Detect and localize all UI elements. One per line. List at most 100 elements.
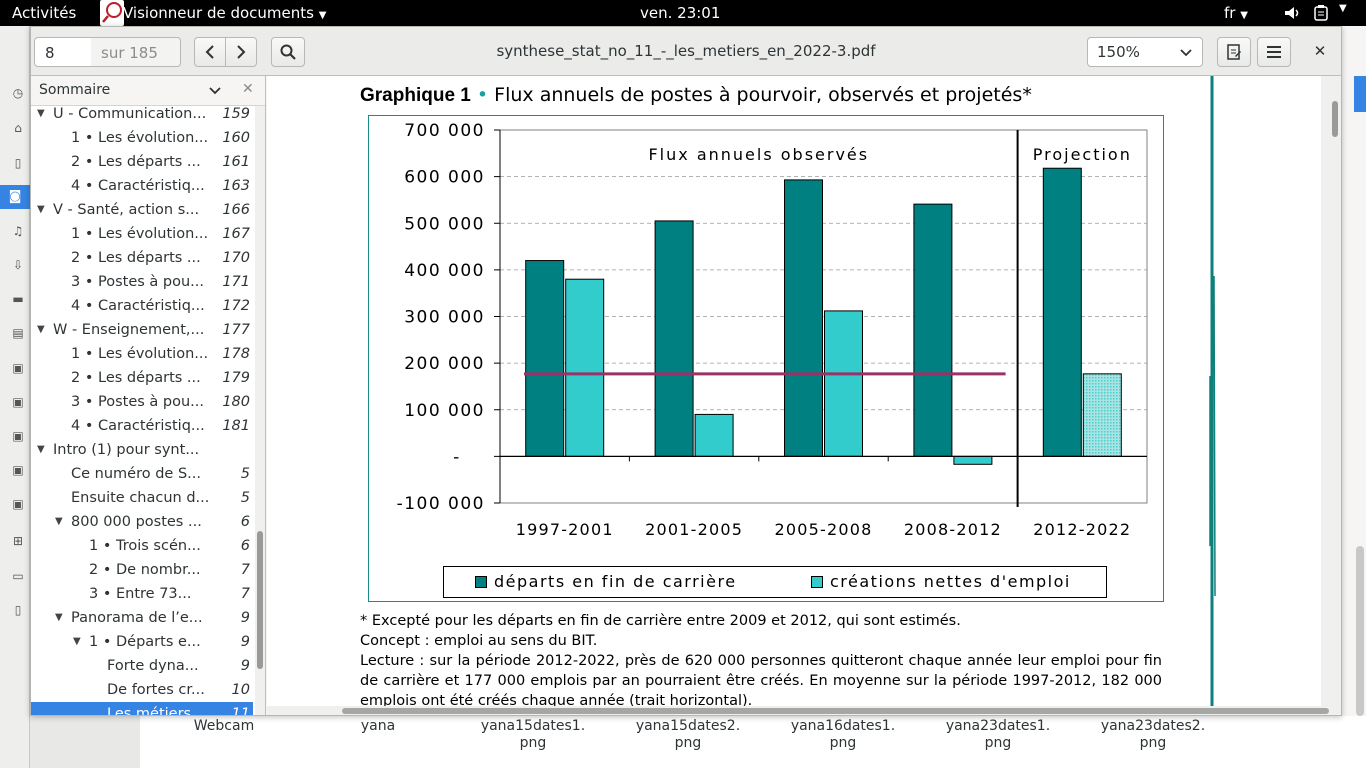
bar-chart: 700 000 600 000 500 000 400 000 300 000 200 0…: [397, 121, 1148, 539]
camera-icon[interactable]: ◙: [0, 185, 30, 209]
header-bar: 8 sur 185 synthese_stat_no_11_-_les_meti…: [31, 27, 1341, 76]
usb-icon[interactable]: ▯: [14, 603, 22, 617]
zoom-select[interactable]: 150%: [1087, 37, 1203, 67]
drive-icon[interactable]: ▣: [12, 429, 24, 443]
sidebar-toc-item[interactable]: 3 • Entre 73... 7: [31, 582, 253, 606]
language-indicator[interactable]: fr ▼: [1224, 4, 1248, 22]
bar-creations: [1082, 373, 1122, 457]
music-icon[interactable]: ♫: [12, 224, 24, 238]
expander-arrow-icon[interactable]: ▼: [37, 444, 45, 455]
trash-icon[interactable]: ▤: [12, 326, 24, 340]
sidebar-toc-item[interactable]: Ce numéro de S... 5: [31, 462, 253, 486]
chevron-right-icon: [237, 45, 246, 59]
drive-icon[interactable]: ▣: [12, 395, 24, 409]
sidebar-toc-item[interactable]: ▼ Intro (1) pour synt...: [31, 438, 253, 462]
x-tick-label: 2005-2008: [774, 520, 872, 539]
file-name: yana15dates2. png: [635, 718, 741, 751]
toc-item-page: 9: [240, 634, 250, 650]
toc-item-label: Panorama de l’e...: [71, 610, 203, 626]
download-icon[interactable]: ⇩: [12, 258, 24, 272]
volume-icon[interactable]: [1284, 5, 1300, 25]
system-menu-chevron-icon[interactable]: ▼: [1339, 3, 1347, 14]
top-bar: Activités Visionneur de documents ▼ ven.…: [0, 0, 1366, 26]
drive-icon[interactable]: ▣: [12, 361, 24, 375]
expander-arrow-icon[interactable]: ▼: [55, 516, 63, 527]
sidebar-scrollbar[interactable]: [255, 106, 265, 715]
sidebar: Sommaire ✕ ▼ U - Communication... 159 1 • L…: [31, 76, 266, 716]
sidebar-toc-item[interactable]: ▼ 1 • Départs e... 9: [31, 630, 253, 654]
sidebar-toc-item[interactable]: ▼ U - Communication... 159: [31, 106, 253, 126]
network-icon[interactable]: ⊞: [12, 534, 24, 548]
video-icon[interactable]: ▬: [12, 292, 24, 306]
sidebar-toc-item[interactable]: De fortes cr... 10: [31, 678, 253, 702]
sidebar-toc-item[interactable]: 2 • Les départs ... 161: [31, 150, 253, 174]
battery-icon[interactable]: [1313, 5, 1329, 25]
document-horizontal-scrollbar[interactable]: [342, 708, 1329, 714]
sidebar-toc-item[interactable]: 2 • Les départs ... 179: [31, 366, 253, 390]
annotations-button[interactable]: [1217, 37, 1251, 67]
toc-item-label: 1 • Les évolution...: [71, 346, 209, 362]
home-icon[interactable]: ⌂: [14, 121, 22, 135]
desktop-scrollbar[interactable]: [1356, 546, 1364, 716]
expander-arrow-icon[interactable]: ▼: [55, 612, 63, 623]
document-vertical-scrollbar[interactable]: [1331, 101, 1339, 686]
desktop-file[interactable]: yana15dates1. png: [473, 718, 593, 752]
desktop-selection-edge: [1354, 76, 1366, 112]
sidebar-toc-item[interactable]: 4 • Caractéristiq... 172: [31, 294, 253, 318]
sidebar-toc-item[interactable]: 3 • Postes à pou... 171: [31, 270, 253, 294]
close-window-button[interactable]: ✕: [1307, 42, 1333, 62]
desktop-file[interactable]: yana16dates1. png: [783, 718, 903, 752]
sidebar-toc-item[interactable]: ▼ W - Enseignement,... 177: [31, 318, 253, 342]
previous-page-button[interactable]: [194, 37, 226, 67]
sidebar-toc-item[interactable]: 3 • Postes à pou... 180: [31, 390, 253, 414]
expander-arrow-icon[interactable]: ▼: [73, 636, 81, 647]
sidebar-toc-item[interactable]: 2 • De nombr... 7: [31, 558, 253, 582]
desktop-file[interactable]: yana: [318, 718, 438, 735]
sidebar-toc-item[interactable]: ▼ 800 000 postes ... 6: [31, 510, 253, 534]
toc-item-page: 5: [240, 490, 250, 506]
desktop-file[interactable]: yana23dates2. png: [1093, 718, 1213, 752]
activities-button[interactable]: Activités: [12, 4, 77, 22]
close-sidebar-icon[interactable]: ✕: [242, 81, 254, 97]
expander-arrow-icon[interactable]: ▼: [37, 204, 45, 215]
sidebar-toc-item[interactable]: Les métiers... 11: [31, 702, 253, 716]
expander-arrow-icon[interactable]: ▼: [37, 108, 45, 119]
drive-icon[interactable]: ▣: [12, 463, 24, 477]
desktop-file[interactable]: yana15dates2. png: [628, 718, 748, 752]
toc-item-label: Les métiers...: [107, 706, 205, 716]
document-icon[interactable]: ▯: [14, 156, 22, 170]
clock-icon[interactable]: ◷: [12, 86, 24, 100]
bar-departs: [784, 179, 823, 457]
sidebar-toc-item[interactable]: ▼ Panorama de l’e... 9: [31, 606, 253, 630]
folder-icon[interactable]: ▭: [12, 569, 24, 583]
sidebar-toc-item[interactable]: 1 • Les évolution... 167: [31, 222, 253, 246]
sidebar-toc-item[interactable]: 1 • Les évolution... 160: [31, 126, 253, 150]
chevron-down-icon[interactable]: [209, 87, 221, 95]
desktop-file-area: [140, 716, 1366, 768]
sidebar-toc-item[interactable]: 4 • Caractéristiq... 163: [31, 174, 253, 198]
sidebar-scrollbar-thumb[interactable]: [257, 531, 263, 669]
expander-arrow-icon[interactable]: ▼: [37, 324, 45, 335]
sidebar-toc-item[interactable]: Forte dyna... 9: [31, 654, 253, 678]
toc-item-page: 178: [222, 346, 250, 362]
desktop-file[interactable]: Webcam: [164, 718, 284, 735]
toc-item-page: 179: [222, 370, 250, 386]
clock[interactable]: ven. 23:01: [640, 4, 721, 22]
app-menu[interactable]: Visionneur de documents ▼: [123, 4, 326, 22]
sidebar-toc-item[interactable]: ▼ V - Santé, action s... 166: [31, 198, 253, 222]
desktop-file[interactable]: yana23dates1. png: [938, 718, 1058, 752]
next-page-button[interactable]: [225, 37, 257, 67]
sidebar-title[interactable]: Sommaire: [39, 82, 111, 98]
file-name: Webcam: [193, 718, 255, 734]
drive-icon[interactable]: ▣: [12, 497, 24, 511]
search-button[interactable]: [271, 37, 305, 67]
menu-button[interactable]: [1257, 37, 1291, 67]
sidebar-toc-item[interactable]: Ensuite chacun d... 5: [31, 486, 253, 510]
sidebar-toc-item[interactable]: 2 • Les départs ... 170: [31, 246, 253, 270]
page-number-input[interactable]: 8: [34, 37, 92, 67]
sidebar-toc-item[interactable]: 1 • Les évolution... 178: [31, 342, 253, 366]
vertical-scrollbar-thumb[interactable]: [1332, 101, 1338, 137]
sidebar-toc-item[interactable]: 4 • Caractéristiq... 181: [31, 414, 253, 438]
sidebar-toc-item[interactable]: 1 • Trois scén... 6: [31, 534, 253, 558]
y-tick-label: 200 000: [404, 354, 485, 374]
